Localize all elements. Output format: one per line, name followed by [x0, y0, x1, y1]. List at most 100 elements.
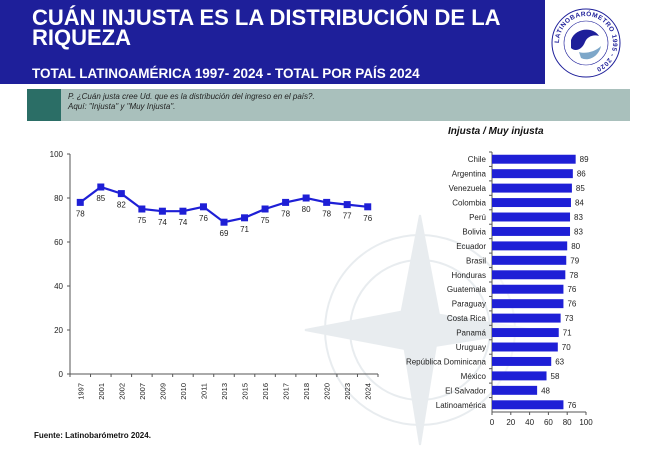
data-point [323, 198, 331, 206]
data-point [97, 183, 105, 191]
y-tick-label: 40 [54, 282, 63, 291]
question-line-2: Aquí: "Injusta" y "Muy Injusta". [68, 102, 176, 111]
x-tick-label: 2001 [97, 383, 106, 400]
data-label: 74 [178, 218, 187, 227]
bar [492, 226, 571, 236]
bar-category-label: Brasil [466, 256, 486, 265]
data-point [282, 198, 290, 206]
bar [492, 342, 558, 352]
bar [492, 169, 573, 179]
data-label: 78 [322, 209, 331, 218]
question-text: P. ¿Cuán justa cree Ud. que es la distri… [68, 92, 315, 112]
bar-value-label: 76 [567, 285, 576, 294]
data-label: 75 [137, 216, 146, 225]
bar-x-tick-label: 100 [579, 418, 593, 427]
x-tick-label: 1997 [76, 383, 85, 400]
bar-value-label: 83 [574, 227, 583, 236]
x-tick-label: 2013 [220, 383, 229, 400]
bar-category-label: Perú [469, 213, 486, 222]
bar-value-label: 71 [563, 329, 572, 338]
bar-category-label: Paraguay [452, 300, 486, 309]
y-tick-label: 60 [54, 238, 63, 247]
bar [492, 270, 566, 280]
data-label: 76 [363, 214, 372, 223]
bar-value-label: 58 [551, 372, 560, 381]
bar [492, 299, 564, 309]
bar-value-label: 84 [575, 199, 584, 208]
x-tick-label: 2020 [323, 383, 332, 400]
data-point [364, 203, 372, 211]
bar [492, 212, 571, 222]
bar [492, 284, 564, 294]
data-point [179, 207, 187, 215]
bar [492, 356, 552, 366]
bar-category-label: Ecuador [456, 242, 486, 251]
x-tick-label: 2024 [364, 383, 373, 400]
data-point [261, 205, 269, 213]
data-label: 78 [281, 209, 290, 218]
bar-value-label: 86 [577, 170, 586, 179]
bar-value-label: 89 [580, 155, 589, 164]
header-band [0, 0, 545, 84]
data-point [138, 205, 146, 213]
bar-category-label: Uruguay [456, 343, 486, 352]
bar [492, 154, 576, 164]
bar-value-label: 80 [571, 242, 580, 251]
x-tick-label: 2007 [138, 383, 147, 400]
bar [492, 198, 571, 208]
question-bar [27, 89, 630, 121]
bar-category-label: República Dominicana [406, 357, 487, 366]
header-banner: CUÁN INJUSTA ES LA DISTRIBUCIÓN DE LA RI… [0, 0, 661, 84]
bar-value-label: 73 [565, 314, 574, 323]
bar-value-label: 83 [574, 213, 583, 222]
bar-category-label: Latinoamérica [436, 401, 487, 410]
bar [492, 400, 564, 410]
page-title: CUÁN INJUSTA ES LA DISTRIBUCIÓN DE LA RI… [32, 5, 500, 50]
x-tick-label: 2023 [343, 383, 352, 400]
bar [492, 241, 568, 251]
x-tick-label: 2002 [117, 383, 126, 400]
bar-category-label: Honduras [451, 271, 486, 280]
bar-category-label: Argentina [452, 170, 487, 179]
bar-value-label: 78 [569, 271, 578, 280]
bar-value-label: 76 [567, 300, 576, 309]
bar-x-tick-label: 60 [544, 418, 553, 427]
data-point [343, 201, 351, 209]
bar-value-label: 79 [570, 256, 579, 265]
bar-category-label: Colombia [452, 199, 486, 208]
data-label: 77 [343, 212, 352, 221]
bar-value-label: 63 [555, 357, 564, 366]
data-label: 75 [261, 216, 270, 225]
bar [492, 313, 561, 323]
x-tick-label: 2011 [199, 383, 208, 399]
x-tick-label: 2010 [179, 383, 188, 400]
y-tick-label: 80 [54, 194, 63, 203]
bar [492, 255, 567, 265]
data-point [302, 194, 310, 202]
bar [492, 183, 572, 193]
data-point [117, 190, 125, 198]
bar-category-label: México [461, 372, 487, 381]
bar-category-label: Bolivia [462, 227, 486, 236]
question-square [27, 89, 61, 121]
bar-x-tick-label: 20 [506, 418, 515, 427]
y-tick-label: 0 [59, 370, 64, 379]
data-label: 85 [96, 194, 105, 203]
bar-category-label: Panamá [456, 329, 486, 338]
data-point [241, 214, 249, 222]
x-tick-label: 2018 [302, 383, 311, 400]
bar-category-label: Chile [468, 155, 487, 164]
data-point [158, 207, 166, 215]
bar [492, 328, 559, 338]
page-subtitle: TOTAL LATINOAMÉRICA 1997- 2024 - TOTAL P… [32, 66, 420, 81]
data-label: 78 [76, 209, 85, 218]
bar-category-label: El Salvador [445, 386, 486, 395]
bar-x-tick-label: 40 [525, 418, 534, 427]
data-label: 71 [240, 225, 249, 234]
data-label: 69 [220, 229, 229, 238]
data-point [220, 218, 228, 226]
bar [492, 371, 547, 381]
